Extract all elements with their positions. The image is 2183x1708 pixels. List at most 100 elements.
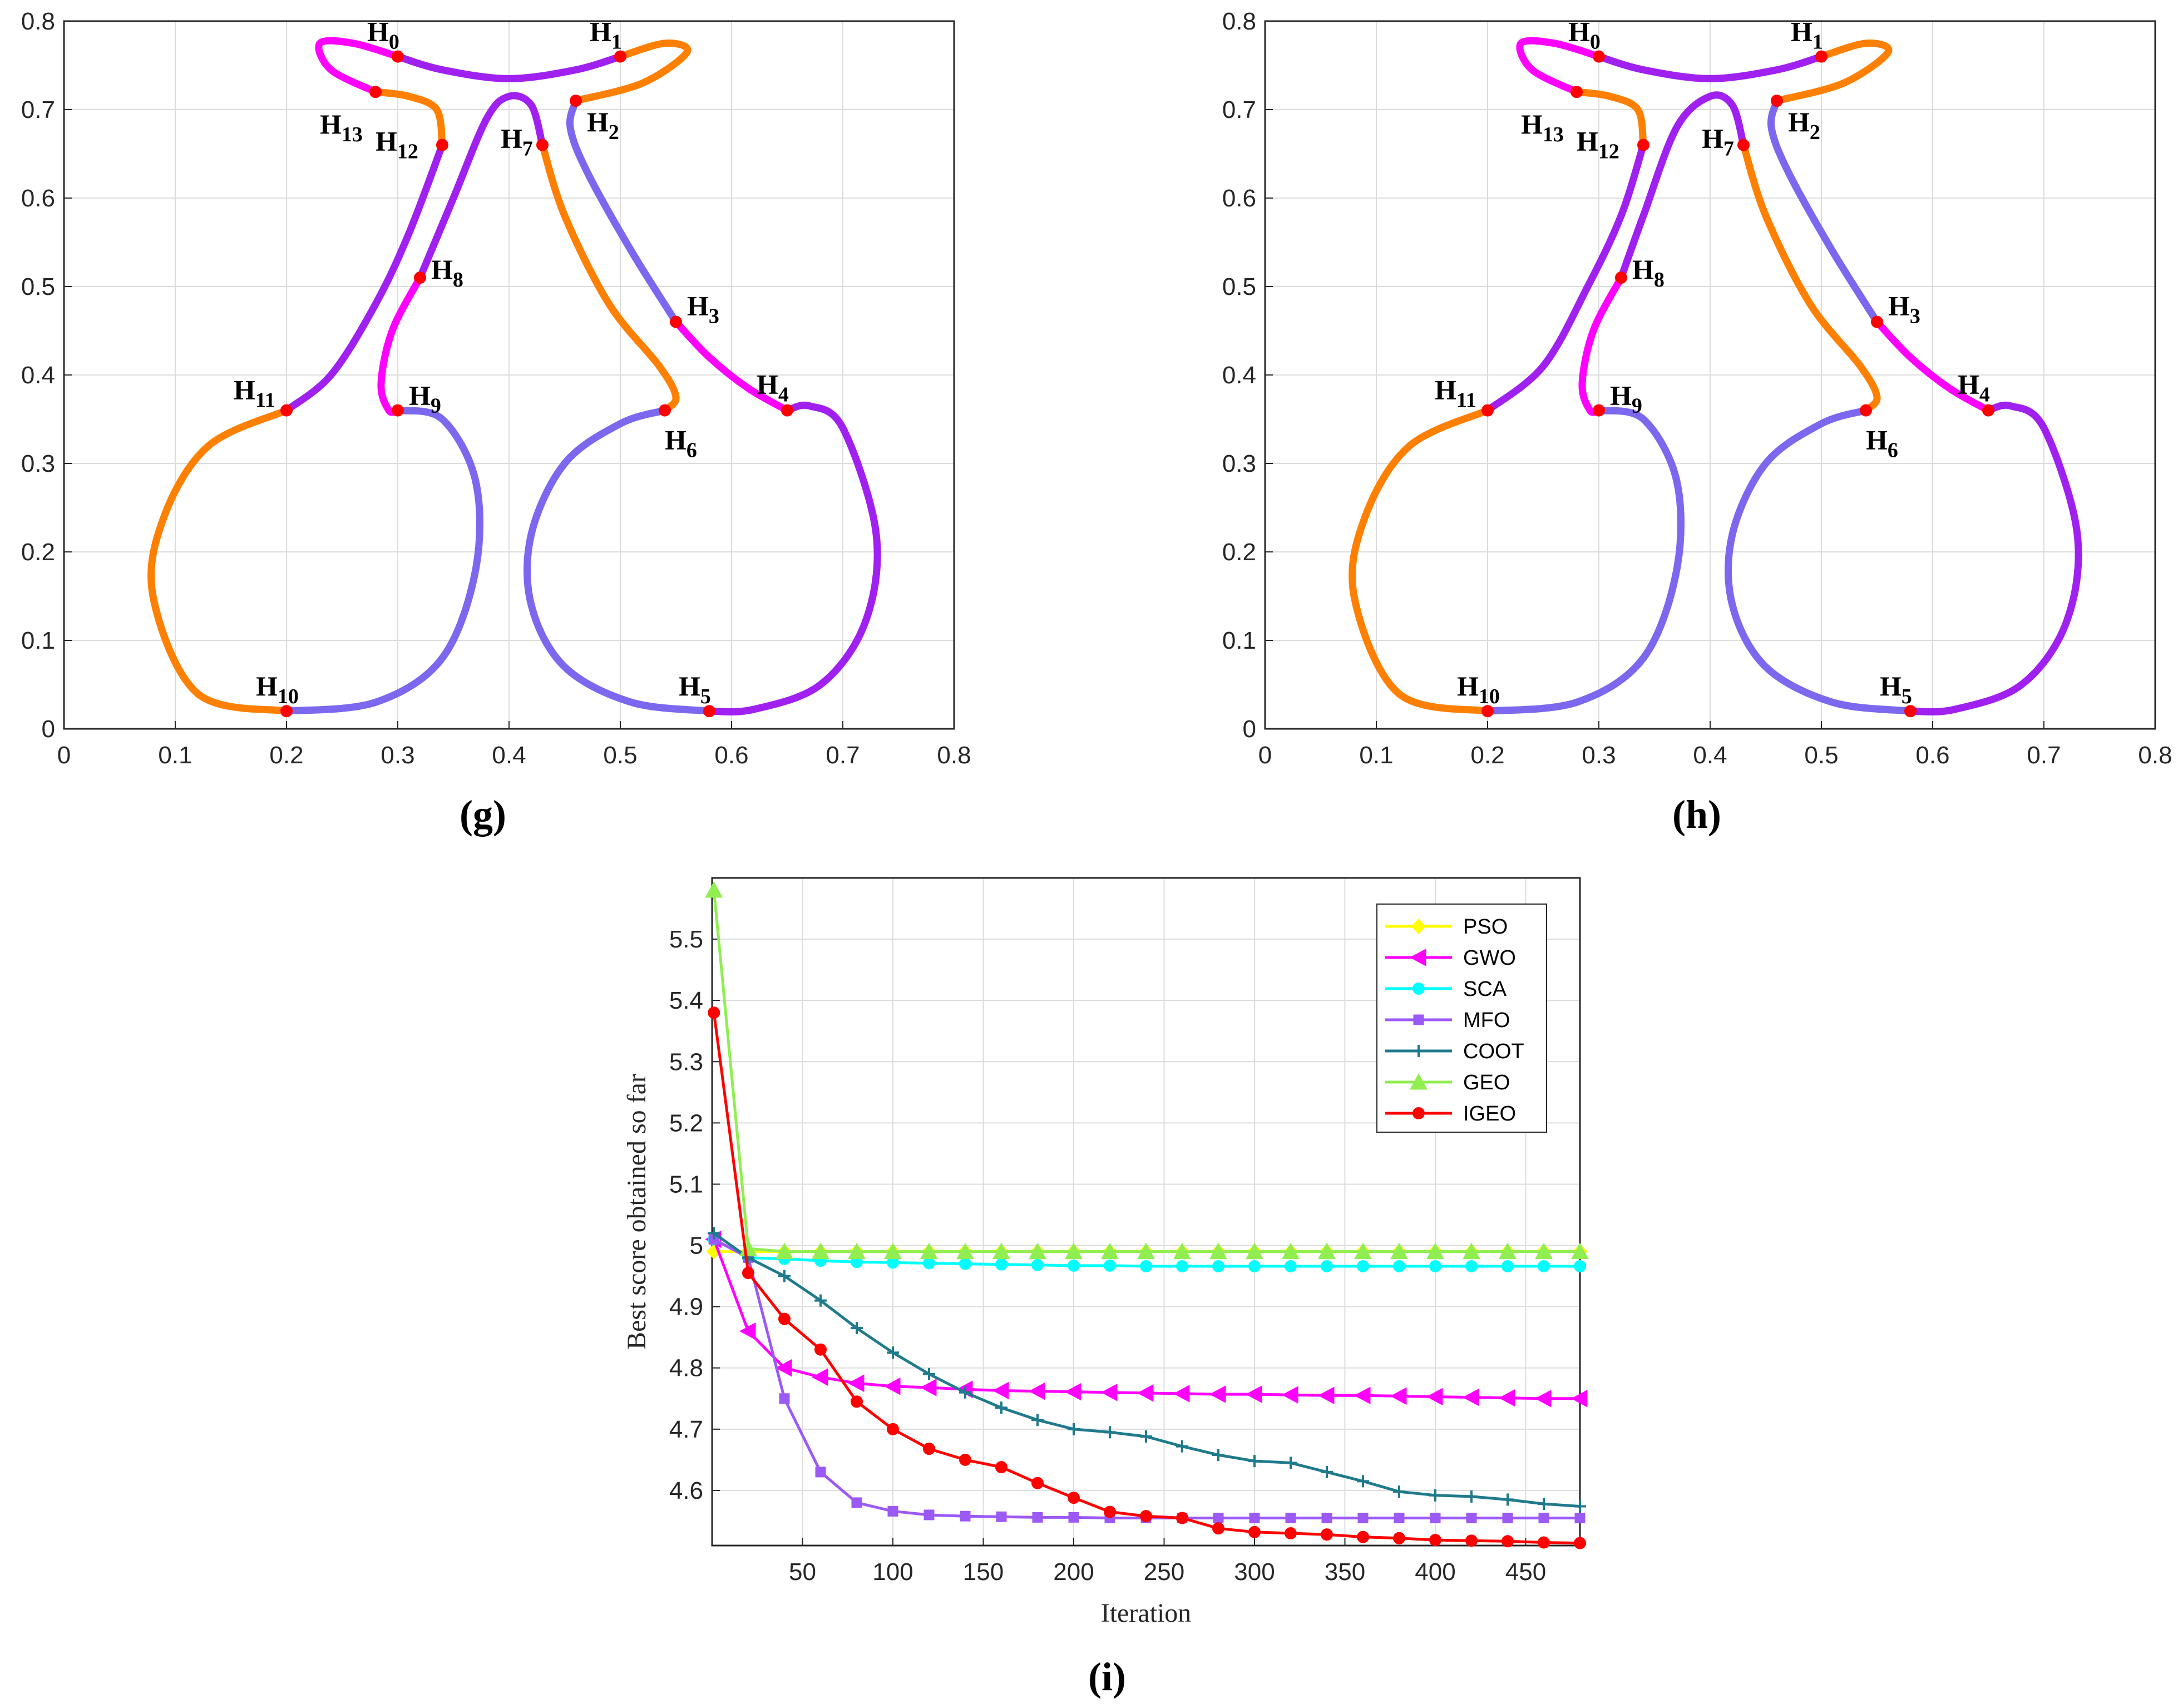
y-tick-label: 4.6 <box>669 1477 703 1504</box>
x-tick-label: 0.4 <box>1693 742 1727 769</box>
data-point-coot <box>959 1386 971 1399</box>
data-point-mfo <box>1394 1512 1405 1523</box>
data-point-coot <box>1248 1455 1261 1468</box>
data-point-gwo <box>992 1381 1009 1400</box>
data-point-sca <box>995 1258 1007 1271</box>
curve-segment-H6-H7 <box>539 141 680 414</box>
x-tick-label: 0.3 <box>1582 742 1616 769</box>
data-point-igeo <box>1068 1492 1080 1504</box>
x-tick-label: 0.8 <box>2138 742 2172 769</box>
x-tick-label: 150 <box>963 1558 1004 1586</box>
curve-segment-H12-H13 <box>372 88 446 149</box>
point-label-H7: H7 <box>1702 123 1734 161</box>
y-tick-label: 0.1 <box>21 627 55 654</box>
y-tick-label: 0.5 <box>1222 273 1256 300</box>
data-point-sca <box>1502 1260 1514 1272</box>
data-point-sca <box>1429 1260 1441 1272</box>
panel-g-segments <box>147 37 881 715</box>
panel-h-points: H0 H1 H2 H3 H4 H5 H6 H7 H8 H9 H10 H11 H12 H13 <box>1435 16 1994 718</box>
y-tick-label: 5.5 <box>669 926 703 953</box>
data-point-igeo <box>1212 1522 1224 1535</box>
data-point-igeo <box>1465 1534 1478 1547</box>
data-point-geo <box>848 1242 866 1260</box>
data-point-geo <box>1101 1242 1119 1260</box>
point-label-H2: H2 <box>587 106 619 144</box>
data-point-coot <box>814 1294 827 1307</box>
y-tick-label: 0.3 <box>21 450 55 477</box>
data-point-sca <box>1140 1260 1152 1272</box>
series-gwo <box>705 1230 1588 1408</box>
data-point-mfo <box>1249 1512 1260 1523</box>
x-tick-label: 250 <box>1144 1558 1184 1586</box>
y-tick-label: 0 <box>1243 715 1256 743</box>
data-point-coot <box>1068 1423 1080 1435</box>
data-point-gwo <box>1317 1386 1335 1405</box>
data-point-gwo <box>1028 1382 1045 1400</box>
data-point-gwo <box>1245 1385 1262 1403</box>
data-point-coot <box>923 1368 935 1380</box>
x-tick-label: 0.5 <box>1804 742 1838 769</box>
data-point-gwo <box>1498 1389 1515 1407</box>
legend-entry-mfo: MFO <box>1385 1009 1510 1032</box>
curve-segment-H4-H5 <box>1907 401 2082 715</box>
curve-segment-H8-H9 <box>377 274 424 416</box>
data-point-geo <box>1390 1242 1408 1260</box>
curve-segment-H9-H10 <box>1484 407 1685 715</box>
legend-entry-igeo: IGEO <box>1385 1102 1516 1125</box>
data-point-coot <box>1465 1490 1478 1503</box>
data-point-igeo <box>778 1312 791 1325</box>
data-point-igeo <box>1538 1536 1550 1549</box>
y-tick-label: 0.4 <box>1222 362 1256 389</box>
control-point-H10 <box>1481 705 1494 718</box>
data-point-gwo <box>1354 1386 1371 1405</box>
control-point-H7 <box>1737 139 1750 151</box>
x-tick-label: 0.1 <box>1359 742 1393 769</box>
y-tick-label: 0 <box>42 715 55 743</box>
data-point-mfo <box>815 1467 826 1478</box>
data-point-mfo <box>996 1511 1007 1522</box>
control-point-H3 <box>670 315 682 328</box>
point-label-H3: H3 <box>1888 290 1920 328</box>
y-tick-label: 5 <box>690 1232 703 1260</box>
data-point-geo <box>1137 1242 1155 1260</box>
data-point-igeo <box>1429 1534 1441 1547</box>
data-point-igeo <box>851 1395 863 1408</box>
x-tick-label: 450 <box>1505 1558 1546 1586</box>
control-point-H5 <box>703 705 715 718</box>
point-label-H13: H13 <box>1521 108 1564 146</box>
data-point-sca <box>1465 1260 1478 1272</box>
legend-label: MFO <box>1463 1009 1510 1032</box>
data-point-geo <box>1209 1242 1227 1260</box>
legend-entry-coot: COOT <box>1385 1040 1524 1063</box>
data-point-sca <box>1393 1260 1405 1272</box>
curve-segment-H11-H12 <box>1484 141 1647 414</box>
control-point-H2 <box>1771 95 1783 107</box>
data-point-igeo <box>1393 1532 1405 1544</box>
legend-label: GWO <box>1463 946 1516 970</box>
data-point-gwo <box>1137 1384 1154 1402</box>
data-point-gwo <box>739 1322 756 1340</box>
data-point-coot <box>995 1401 1007 1414</box>
data-point-mfo <box>1430 1512 1441 1523</box>
curve-segment-H3-H4 <box>672 318 791 414</box>
x-tick-label: 0 <box>1258 742 1272 769</box>
data-point-mfo <box>923 1509 935 1521</box>
curve-segment-H7-H8 <box>416 92 546 282</box>
data-point-mfo <box>1357 1512 1369 1523</box>
data-point-gwo <box>1064 1383 1081 1401</box>
data-point-coot <box>1104 1426 1116 1439</box>
legend-swatch-marker <box>1413 1014 1424 1025</box>
curve-segment-H10-H11 <box>1349 407 1491 715</box>
data-point-gwo <box>1209 1385 1226 1403</box>
data-point-geo <box>1246 1242 1263 1260</box>
data-point-igeo <box>887 1423 899 1435</box>
point-label-H5: H5 <box>1880 670 1912 708</box>
x-tick-label: 0.2 <box>1470 742 1504 769</box>
data-point-geo <box>1499 1242 1517 1260</box>
legend-swatch-marker <box>1412 1107 1425 1119</box>
y-tick-label: 0.5 <box>21 273 55 300</box>
control-point-H6 <box>1860 404 1872 417</box>
data-point-igeo <box>814 1343 827 1356</box>
point-label-H10: H10 <box>1457 670 1500 708</box>
